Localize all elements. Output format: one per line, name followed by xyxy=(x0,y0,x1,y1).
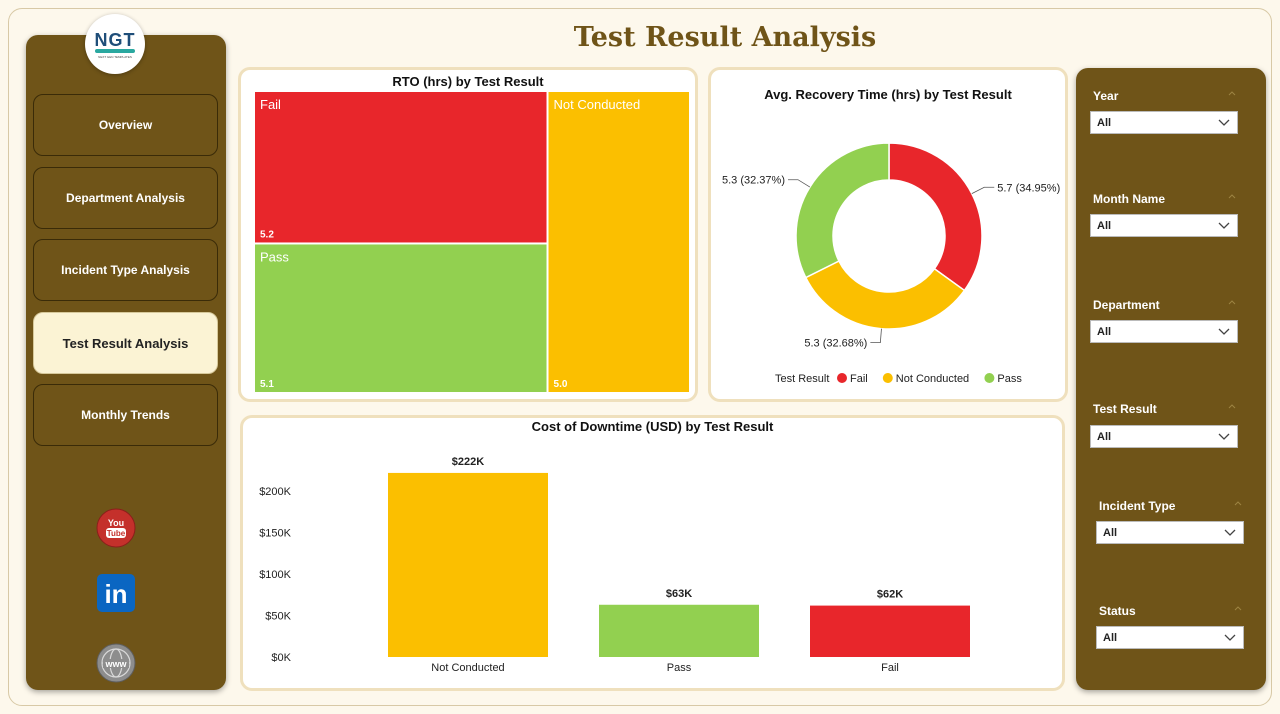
chevron-down-icon xyxy=(1217,218,1231,232)
logo-text: NGT xyxy=(94,29,136,50)
nav-department-analysis-button[interactable]: Department Analysis xyxy=(33,167,218,229)
chevron-down-icon xyxy=(1217,115,1231,129)
bar-ytick-label: $200K xyxy=(259,486,291,498)
filter-value-department: All xyxy=(1097,326,1112,338)
donut-label-pass: 5.3 (32.37%) xyxy=(722,175,785,187)
donut-leader-fail xyxy=(971,186,995,195)
filter-dropdown-month-name[interactable]: All xyxy=(1090,214,1238,237)
treemap-chart: Fail 5.2 Pass 5.1 Not Conducted 5.0 xyxy=(255,92,689,392)
youtube-icon[interactable]: You Tube xyxy=(96,508,136,548)
filter-label-year: Year xyxy=(1093,89,1119,103)
filter-dropdown-incident-type[interactable]: All xyxy=(1096,521,1244,544)
bar-title: Cost of Downtime (USD) by Test Result xyxy=(531,419,774,434)
filter-dropdown-test-result[interactable]: All xyxy=(1090,425,1238,448)
nav-incident-type-analysis-button[interactable]: Incident Type Analysis xyxy=(33,239,218,301)
filter-dropdown-status[interactable]: All xyxy=(1096,626,1244,649)
filter-label-department: Department xyxy=(1093,298,1160,312)
filter-options-icon[interactable] xyxy=(1228,403,1236,411)
bar-fail[interactable] xyxy=(810,605,970,657)
donut-legend-marker-pass xyxy=(984,373,995,383)
donut-legend-item-fail[interactable]: Fail xyxy=(850,373,868,385)
chevron-down-icon xyxy=(1223,630,1237,644)
nav-test-result-analysis-button[interactable]: Test Result Analysis xyxy=(33,312,218,374)
donut-label-not-conducted: 5.3 (32.68%) xyxy=(804,338,867,350)
page-title: Test Result Analysis xyxy=(573,22,877,53)
donut-label-fail: 5.7 (34.95%) xyxy=(997,182,1060,194)
bar-category-label-not-conducted: Not Conducted xyxy=(431,662,504,674)
nav-monthly-trends-button[interactable]: Monthly Trends xyxy=(33,384,218,446)
filter-value-test-result: All xyxy=(1097,431,1112,443)
treemap-value-not-conducted: 5.0 xyxy=(554,379,568,390)
rto-treemap-card: RTO (hrs) by Test Result Fail 5.2 Pass 5.1 N… xyxy=(238,67,698,402)
filter-label-month-name: Month Name xyxy=(1093,192,1165,206)
filter-label-test-result: Test Result xyxy=(1093,402,1157,416)
filter-label-incident-type: Incident Type xyxy=(1099,499,1176,513)
treemap-value-pass: 5.1 xyxy=(260,379,274,390)
bar-ytick-label: $0K xyxy=(271,652,291,664)
logo-swoosh xyxy=(95,48,135,53)
donut-slice-not-conducted[interactable] xyxy=(804,260,966,330)
donut-legend-marker-fail xyxy=(837,373,847,383)
donut-leader-not-conducted xyxy=(870,328,882,344)
treemap-tile-fail[interactable] xyxy=(255,92,547,243)
donut-legend-marker-not-conducted xyxy=(882,373,893,383)
donut-legend-title: Test Result xyxy=(775,373,829,385)
filter-label-status: Status xyxy=(1099,604,1136,618)
donut-legend-item-pass[interactable]: Pass xyxy=(997,373,1022,385)
donut-slice-fail[interactable] xyxy=(888,142,983,292)
youtube-text-bottom: Tube xyxy=(107,529,126,538)
treemap-value-fail: 5.2 xyxy=(260,229,274,240)
linkedin-text: in xyxy=(104,579,127,609)
filter-panel xyxy=(1076,68,1266,690)
filter-options-icon[interactable] xyxy=(1228,90,1236,98)
treemap-label-fail: Fail xyxy=(260,97,281,112)
bar-ytick-label: $100K xyxy=(259,569,291,581)
nav-overview-button[interactable]: Overview xyxy=(33,94,218,156)
bar-value-label-not-conducted: $222K xyxy=(452,456,484,468)
filter-value-year: All xyxy=(1097,117,1112,129)
bar-chart: $0K $50K $100K $150K $200K $222K Not Conducted… xyxy=(259,456,970,674)
brand-logo[interactable]: NGT NEXT GEN TEMPLATES xyxy=(85,14,145,74)
website-globe-icon[interactable]: www xyxy=(96,643,136,683)
linkedin-icon[interactable]: in xyxy=(96,573,136,613)
treemap-tile-pass[interactable] xyxy=(255,244,547,392)
bar-not-conducted[interactable] xyxy=(388,472,548,657)
filter-options-icon[interactable] xyxy=(1228,299,1236,307)
bar-value-label-fail: $62K xyxy=(877,589,903,601)
filter-options-icon[interactable] xyxy=(1234,605,1242,613)
filter-options-icon[interactable] xyxy=(1234,500,1242,508)
bar-pass[interactable] xyxy=(599,604,759,657)
treemap-label-pass: Pass xyxy=(260,249,289,264)
treemap-tile-not-conducted[interactable] xyxy=(548,92,689,392)
bar-category-label-pass: Pass xyxy=(667,662,692,674)
youtube-text-top: You xyxy=(108,518,124,528)
treemap-title: RTO (hrs) by Test Result xyxy=(392,74,544,89)
donut-leader-pass xyxy=(787,179,811,188)
filter-value-incident-type: All xyxy=(1103,527,1118,539)
bar-value-label-pass: $63K xyxy=(666,588,692,600)
donut-slice-pass[interactable] xyxy=(795,142,890,279)
chevron-down-icon xyxy=(1223,525,1237,539)
recovery-donut-card: Avg. Recovery Time (hrs) by Test Result … xyxy=(708,67,1068,402)
filter-dropdown-year[interactable]: All xyxy=(1090,111,1238,134)
donut-legend-item-not-conducted[interactable]: Not Conducted xyxy=(896,373,969,385)
downtime-bar-card: Cost of Downtime (USD) by Test Result $0… xyxy=(240,415,1065,691)
bar-ytick-label: $50K xyxy=(265,611,291,623)
website-text: www xyxy=(104,659,127,669)
filter-options-icon[interactable] xyxy=(1228,193,1236,201)
treemap-label-not-conducted: Not Conducted xyxy=(554,97,641,112)
donut-chart: 5.7 (34.95%) 5.3 (32.68%) 5.3 (32.37%) Test… xyxy=(722,142,1060,385)
logo-subtext: NEXT GEN TEMPLATES xyxy=(98,54,132,59)
bar-category-label-fail: Fail xyxy=(881,662,899,674)
donut-title: Avg. Recovery Time (hrs) by Test Result xyxy=(764,87,1012,102)
bar-ytick-label: $150K xyxy=(259,528,291,540)
chevron-down-icon xyxy=(1217,324,1231,338)
filter-value-status: All xyxy=(1103,632,1118,644)
filter-value-month-name: All xyxy=(1097,220,1112,232)
chevron-down-icon xyxy=(1217,429,1231,443)
filter-dropdown-department[interactable]: All xyxy=(1090,320,1238,343)
